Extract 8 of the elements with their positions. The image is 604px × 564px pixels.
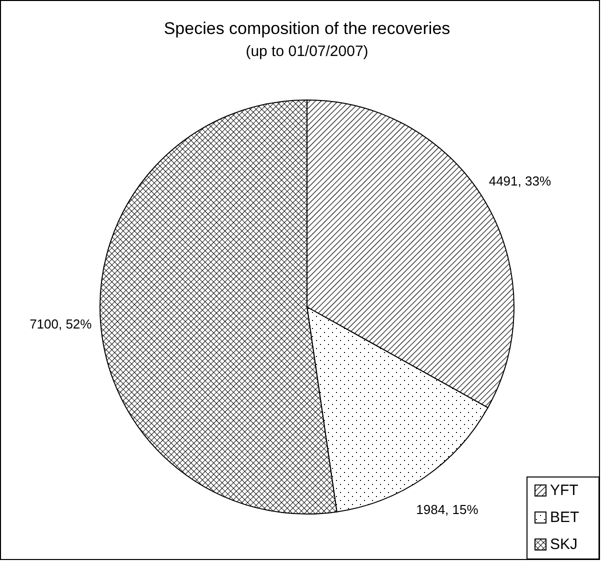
data-label: 4491, 33% — [488, 173, 552, 188]
data-label: 1984, 15% — [416, 502, 479, 517]
data-label: 7100, 52% — [30, 316, 92, 332]
legend-label: SKJ — [550, 536, 578, 553]
chart-title: Species composition of the recoveries — [164, 19, 450, 38]
legend-label: YFT — [550, 482, 578, 499]
legend-label: BET — [550, 508, 580, 526]
chart-subtitle: (up to 01/07/2007) — [246, 43, 368, 60]
